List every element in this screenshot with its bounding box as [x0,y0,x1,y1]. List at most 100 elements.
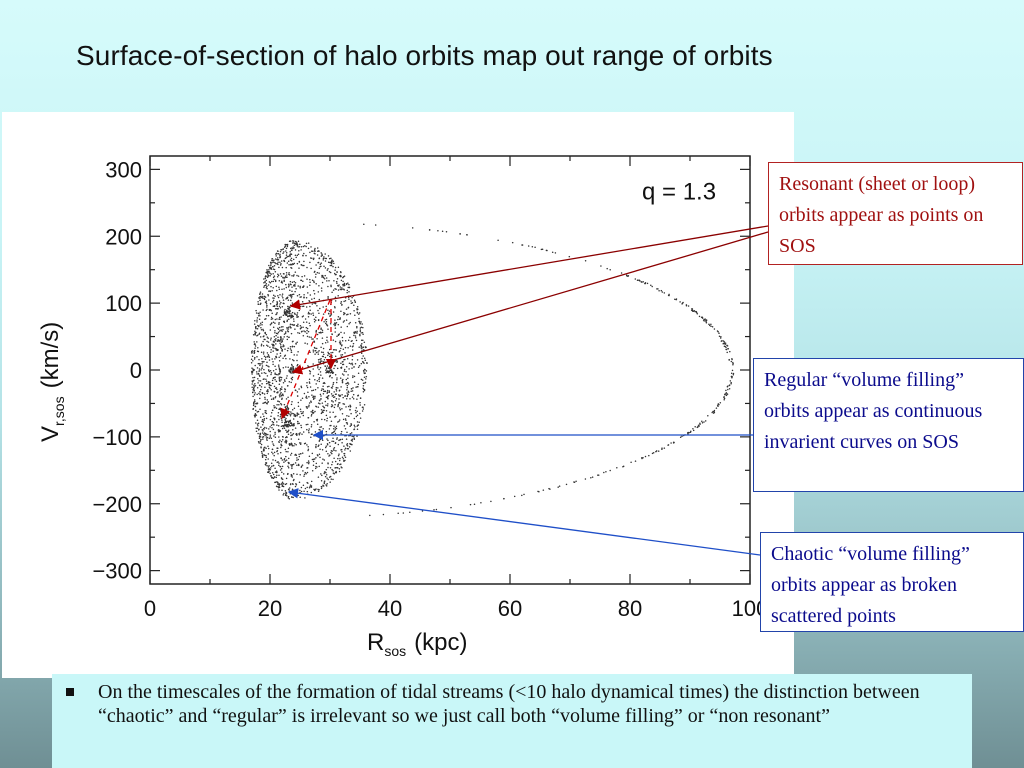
sos-point [319,366,322,369]
sos-point [290,434,292,437]
sos-point [362,369,365,372]
sos-point [280,379,282,381]
sos-point [285,276,287,278]
sos-point [301,433,303,435]
sos-point [274,340,277,342]
sos-point [656,288,658,290]
sos-point [707,414,709,417]
sos-point [279,254,281,257]
sos-point [307,311,310,314]
sos-point [270,424,273,426]
sos-point [616,466,618,469]
sos-point [308,322,311,325]
sos-point [340,326,342,328]
sos-point [284,460,287,462]
sos-point [315,283,317,285]
sos-point [642,281,644,283]
sos-point [294,254,297,256]
sos-point [263,418,266,420]
sos-point [275,343,277,345]
sos-point [307,448,310,450]
sos-point [313,434,315,437]
sos-point [265,303,268,305]
sos-point [281,282,284,284]
sos-point [357,424,359,427]
sos-point [256,317,259,319]
sos-point [282,252,284,255]
sos-point [318,312,320,315]
sos-point [261,392,264,394]
sos-point [319,331,322,333]
sos-point [303,392,306,395]
sos-point [285,357,287,360]
sos-point [270,388,272,391]
sos-point [259,297,261,300]
sos-point [335,280,338,283]
sos-point [287,307,289,310]
sos-point [365,370,368,372]
sos-point [304,497,306,499]
sos-point [325,473,328,476]
sos-point [302,484,305,486]
sos-point [273,259,275,261]
sos-point [343,332,346,334]
sos-point [328,310,331,312]
x-axis-label-sub: sos [384,643,406,659]
sos-point [346,392,348,394]
sos-point [354,426,356,428]
sos-point [346,414,348,417]
sos-point [263,355,266,358]
sos-point [511,241,514,244]
sos-point [275,338,277,340]
sos-point [277,431,280,433]
sos-point [282,276,284,279]
sos-point [337,266,340,269]
sos-point [334,327,337,329]
sos-point [272,344,274,347]
sos-point [350,432,353,434]
sos-point [300,386,303,389]
sos-point [265,402,268,405]
sos-point [421,510,424,512]
sos-point [273,268,276,271]
sos-point [655,450,657,453]
sos-point [286,309,288,312]
sos-point [303,302,305,305]
sos-point [290,349,293,351]
sos-point [287,315,289,317]
sos-point [304,442,307,444]
sos-point [292,240,294,242]
sos-point [330,362,333,365]
sos-point [270,437,273,440]
sos-point [342,348,345,351]
sos-point [360,378,363,381]
sos-point [337,457,339,460]
sos-point [334,441,337,444]
sos-point [326,477,328,479]
sos-point [303,473,306,476]
sos-point [325,414,328,417]
sos-point [294,242,297,245]
sos-point [336,438,338,440]
sos-point [283,280,285,282]
sos-point [267,337,269,339]
sos-point [305,306,308,308]
sos-point [294,271,297,273]
sos-point [281,439,284,441]
sos-point [320,327,322,329]
sos-point [274,280,277,283]
sos-point [609,469,611,472]
sos-point [343,452,345,455]
sos-point [295,443,297,446]
sos-point [330,303,332,306]
sos-point [296,254,299,257]
sos-point [345,419,347,421]
sos-point [293,371,295,374]
sos-point [262,344,265,347]
sos-point [344,427,347,430]
sos-point [280,347,283,350]
sos-point [256,373,258,375]
sos-point [270,415,272,418]
sos-point [331,354,333,357]
sos-point [324,356,327,359]
